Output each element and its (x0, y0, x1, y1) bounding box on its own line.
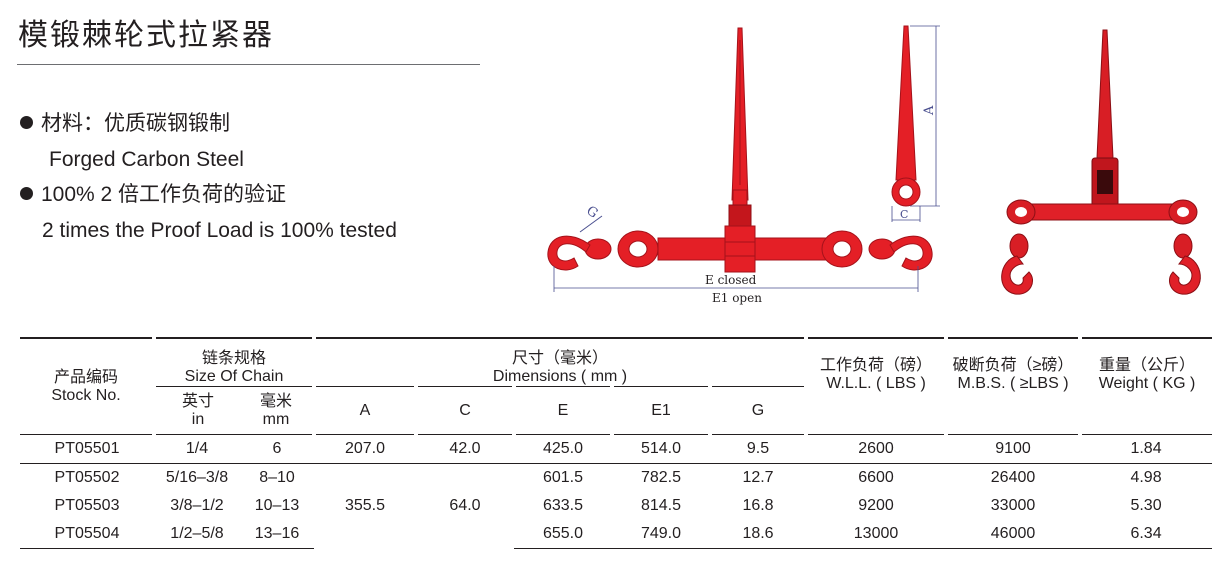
cell-inch: 3/8–1/2 (170, 497, 224, 514)
handle-side-view-drawing: A C (891, 25, 940, 222)
cell-a: 207.0 (344, 440, 386, 457)
bullet-icon (20, 187, 33, 200)
header-dimensions: 尺寸（毫米） Dimensions ( mm ) (314, 337, 809, 387)
bullet-icon (20, 116, 33, 129)
cell-c: 42.0 (449, 440, 481, 457)
header-chain-mm: 毫米 mm (240, 386, 316, 435)
cell-g: 16.8 (742, 497, 774, 514)
cell-e1: 514.0 (640, 440, 682, 457)
cell-wll: 6600 (806, 463, 947, 492)
header-wll: 工作负荷（磅） W.L.L. ( LBS ) (806, 337, 949, 435)
header-chain-in: 英寸 in (154, 386, 240, 435)
header-col-g: G (710, 386, 809, 435)
cell-wll: 13000 (806, 520, 947, 549)
cell-mm: 10–13 (254, 497, 300, 514)
spec-proof-en: 2 times the Proof Load is 100% tested (42, 219, 397, 242)
dimension-g: G (579, 203, 603, 233)
header-col-c: C (416, 386, 516, 435)
cell-mm: 8–10 (240, 463, 314, 492)
cell-c-merged: 64.0 (416, 463, 514, 549)
cell-e1: 814.5 (640, 497, 682, 514)
header-chain-en: Size Of Chain (184, 368, 284, 385)
header-dim-en: Dimensions ( mm ) (492, 368, 628, 385)
cell-inch: 1/2–5/8 (154, 520, 240, 549)
spec-table: 产品编码 Stock No. 链条规格 Size Of Chain 尺寸（毫米）… (20, 337, 1213, 549)
cell-weight: 5.30 (1130, 497, 1162, 514)
cell-a-merged: 355.5 (314, 463, 416, 549)
cell-mbs: 26400 (946, 463, 1081, 492)
spec-material-zh: 材料：优质碳钢锻制 (41, 112, 230, 135)
cell-mm: 6 (272, 440, 282, 457)
header-stock: 产品编码 Stock No. (20, 337, 156, 435)
header-weight: 重量（公斤） Weight ( KG ) (1080, 337, 1213, 435)
header-dim-zh: 尺寸（毫米） (512, 350, 609, 367)
header-col-e1: E1 (612, 386, 712, 435)
label-a: A (922, 105, 937, 116)
table-row: PT05504 1/2–5/8 13–16 655.0 749.0 18.6 1… (20, 520, 1213, 549)
cell-weight: 6.34 (1080, 520, 1213, 549)
binder-handle (728, 27, 752, 261)
cell-e1: 782.5 (612, 463, 710, 492)
header-mbs-en: M.B.S. ( ≥LBS ) (957, 375, 1069, 392)
cell-g: 12.7 (710, 463, 807, 492)
header-col-a: A (314, 386, 418, 435)
cell-stock: PT05502 (20, 463, 154, 492)
spec-material-en: Forged Carbon Steel (49, 148, 244, 171)
cell-mm: 13–16 (240, 520, 314, 549)
spec-proof-zh: 100% 2 倍工作负荷的验证 (41, 183, 287, 206)
header-weight-zh: 重量（公斤） (1099, 357, 1196, 374)
cell-e: 633.5 (542, 497, 584, 514)
dimension-e: E closed E1 open (553, 266, 919, 305)
header-wll-zh: 工作负荷（磅） (820, 357, 933, 374)
header-chain-mm-zh: 毫米 (259, 392, 292, 410)
cell-mbs: 9100 (995, 440, 1031, 457)
cell-inch: 1/4 (185, 440, 209, 457)
header-stock-en: Stock No. (51, 386, 121, 404)
header-chain: 链条规格 Size Of Chain (154, 337, 316, 387)
cell-inch: 5/16–3/8 (154, 463, 240, 492)
cell-wll: 9200 (858, 497, 894, 514)
cell-weight: 4.98 (1080, 463, 1213, 492)
header-weight-en: Weight ( KG ) (1098, 375, 1196, 392)
cell-mbs: 46000 (946, 520, 1081, 549)
header-mbs-zh: 破断负荷（≥磅） (952, 357, 1074, 374)
left-grab-hook (547, 235, 591, 271)
cell-wll: 2600 (858, 440, 894, 457)
cell-g: 9.5 (746, 440, 770, 457)
label-c: C (900, 208, 908, 221)
label-e1-open: E1 open (712, 291, 762, 305)
cell-g: 18.6 (710, 520, 807, 549)
left-link-rings (584, 230, 659, 268)
cell-mbs: 33000 (990, 497, 1036, 514)
header-mbs: 破断负荷（≥磅） M.B.S. ( ≥LBS ) (946, 337, 1083, 435)
page-title: 模锻棘轮式拉紧器 (18, 19, 274, 52)
label-e-closed: E closed (705, 273, 757, 287)
cell-e: 425.0 (542, 440, 584, 457)
spec-item-proof-load: 100% 2 倍工作负荷的验证 (20, 181, 286, 209)
binder-body (657, 225, 829, 273)
right-link-rings (821, 230, 896, 268)
cell-e1: 749.0 (612, 520, 710, 549)
table-row: PT05503 3/8–1/2 10–13 633.5 814.5 16.8 9… (20, 492, 1212, 520)
table-row: PT05502 5/16–3/8 8–10 355.5 64.0 601.5 7… (20, 463, 1213, 549)
header-chain-mm-en: mm (262, 410, 290, 428)
cell-e: 655.0 (514, 520, 612, 549)
header-chain-zh: 链条规格 (201, 350, 266, 367)
table-row: PT05501 1/4 6 207.0 42.0 425.0 514.0 9.5… (20, 435, 1212, 464)
header-stock-zh: 产品编码 (53, 368, 118, 386)
ratchet-binder-product-image (1001, 29, 1201, 295)
title-divider (17, 64, 480, 65)
header-chain-in-en: in (191, 410, 205, 428)
cell-stock: PT05504 (20, 520, 154, 549)
header-col-e: E (514, 386, 614, 435)
ratchet-binder-dimension-drawing: G E closed E1 open (547, 27, 933, 305)
cell-stock: PT05503 (54, 497, 120, 514)
cell-e: 601.5 (514, 463, 612, 492)
header-wll-en: W.L.L. ( LBS ) (826, 375, 926, 392)
header-chain-in-zh: 英寸 (181, 392, 214, 410)
cell-stock: PT05501 (54, 440, 120, 457)
right-grab-hook (889, 235, 933, 271)
cell-weight: 1.84 (1130, 440, 1162, 457)
spec-item-material: 材料：优质碳钢锻制 (20, 110, 230, 138)
